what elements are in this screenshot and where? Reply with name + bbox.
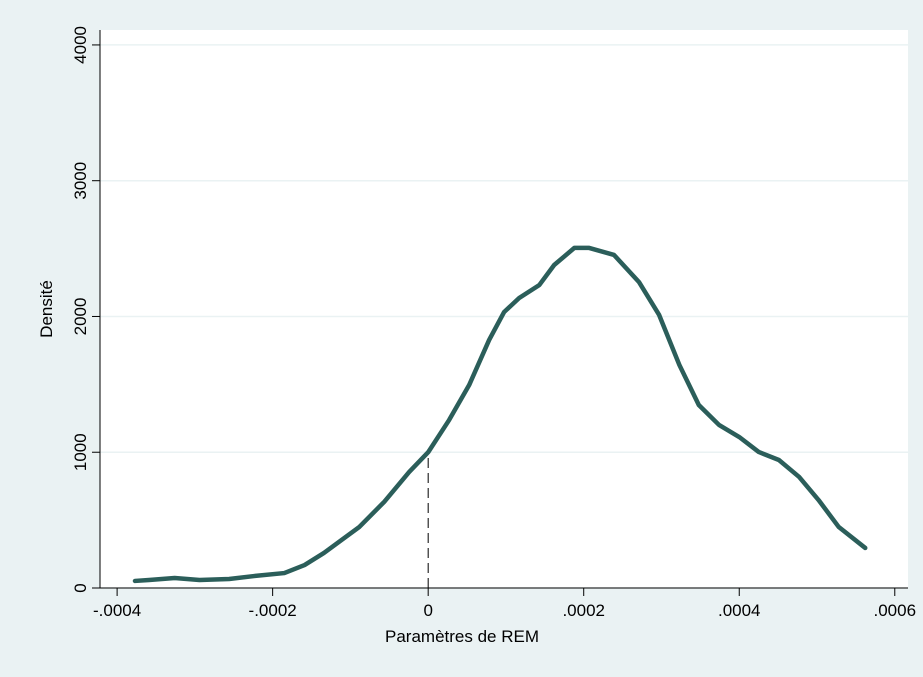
- y-axis-label: Densité: [37, 280, 56, 338]
- plot-area: [100, 30, 908, 588]
- y-tick-label: 0: [71, 583, 90, 592]
- y-tick-label: 2000: [71, 298, 90, 336]
- x-tick-label: .0002: [562, 601, 605, 620]
- density-line: [132, 245, 868, 584]
- x-tick-label: .0006: [874, 601, 917, 620]
- y-tick-label: 4000: [71, 26, 90, 64]
- x-axis-label: Paramètres de REM: [385, 627, 539, 646]
- x-tick-label: -.0004: [93, 601, 141, 620]
- x-tick-label: -.0002: [249, 601, 297, 620]
- x-tick-label: 0: [423, 601, 432, 620]
- x-tick-label: .0004: [718, 601, 761, 620]
- y-tick-label: 3000: [71, 162, 90, 200]
- y-tick-label: 1000: [71, 433, 90, 471]
